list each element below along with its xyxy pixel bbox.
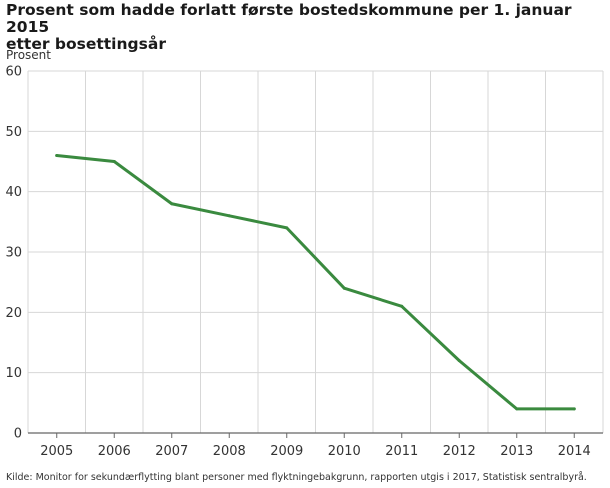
axes: 0 10 20 30 40 50 60 2005 2006 2007 2008 2009 2010 201… xyxy=(5,65,603,459)
grid-lines xyxy=(27,70,604,433)
x-tick-label: 2014 xyxy=(558,444,591,459)
data-point xyxy=(515,407,519,411)
data-point xyxy=(170,202,174,206)
data-point xyxy=(227,214,231,218)
data-point xyxy=(285,226,289,230)
y-tick-label: 40 xyxy=(5,185,22,200)
series-line xyxy=(55,153,576,411)
y-tick-label: 60 xyxy=(5,65,22,80)
x-tick-label: 2011 xyxy=(385,444,418,459)
data-point xyxy=(457,359,461,363)
y-tick-label: 10 xyxy=(5,366,22,381)
data-point xyxy=(342,286,346,290)
y-axis-label: Prosent xyxy=(6,48,51,62)
y-tick-label: 30 xyxy=(5,246,22,261)
chart-title: Prosent som hadde forlatt første bosteds… xyxy=(6,2,606,53)
chart-title-line-2: etter bosettingsår xyxy=(6,35,166,53)
data-series xyxy=(55,153,576,411)
y-tick-label: 20 xyxy=(5,306,22,321)
x-tick-label: 2007 xyxy=(155,444,188,459)
x-tick-label: 2006 xyxy=(98,444,131,459)
data-point xyxy=(400,304,404,308)
x-tick-label: 2005 xyxy=(40,444,73,459)
chart-title-line-1: Prosent som hadde forlatt første bosteds… xyxy=(6,1,572,36)
x-tick-label: 2012 xyxy=(443,444,476,459)
x-tick-label: 2008 xyxy=(213,444,246,459)
data-point xyxy=(112,160,116,163)
x-tick-label: 2009 xyxy=(270,444,303,459)
x-tick-label: 2013 xyxy=(500,444,533,459)
x-tick-label: 2010 xyxy=(328,444,361,459)
data-point xyxy=(55,153,59,157)
y-tick-label: 50 xyxy=(5,125,22,140)
data-point xyxy=(572,407,576,411)
y-tick-label: 0 xyxy=(14,427,22,442)
source-note: Kilde: Monitor for sekundærflytting blan… xyxy=(6,472,587,483)
